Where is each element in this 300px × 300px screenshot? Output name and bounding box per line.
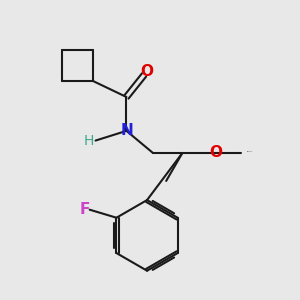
Text: F: F bbox=[79, 202, 90, 217]
Text: N: N bbox=[121, 123, 134, 138]
Text: H: H bbox=[84, 134, 94, 148]
Text: O: O bbox=[210, 145, 223, 160]
Text: methoxy: methoxy bbox=[235, 152, 242, 153]
Text: O: O bbox=[140, 64, 153, 80]
Text: methoxy: methoxy bbox=[247, 151, 254, 152]
